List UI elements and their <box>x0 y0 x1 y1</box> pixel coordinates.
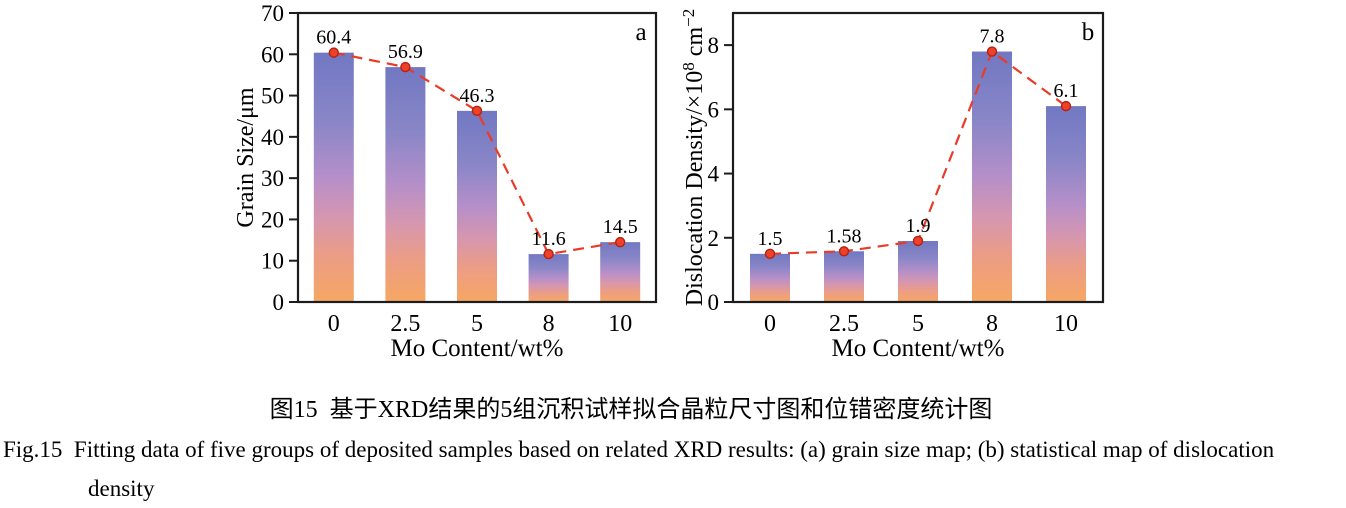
x-tick-label: 10 <box>1054 311 1078 337</box>
y-axis-title: Dislocation Density/×108 cm−2 <box>680 9 708 306</box>
bar-2.5 <box>385 67 426 302</box>
value-label: 1.58 <box>827 225 862 247</box>
x-tick-label: 2.5 <box>390 311 420 337</box>
value-label: 1.9 <box>906 215 931 237</box>
y-tick-label: 30 <box>261 166 284 191</box>
data-point-marker <box>1060 100 1072 112</box>
trend-markers <box>764 46 1072 260</box>
bar-2.5 <box>824 251 864 302</box>
dislocation-density-bar-chart: 0 2 4 6 8 0 2.5 5 8 10 Mo Content/wt% Dislocation D… <box>680 9 1105 362</box>
bar-8 <box>972 51 1012 303</box>
y-tick-label: 60 <box>261 42 284 67</box>
data-point-marker <box>400 61 411 73</box>
panel-letter: b <box>1082 19 1095 46</box>
data-point-marker <box>615 236 626 248</box>
x-tick-label: 8 <box>543 311 555 337</box>
value-label: 11.6 <box>531 228 565 250</box>
y-axis: 0 2 4 6 8 <box>708 33 733 315</box>
bar-5 <box>457 110 497 303</box>
trend-markers <box>328 47 626 260</box>
data-point-marker <box>838 246 850 257</box>
y-tick-label: 50 <box>261 84 284 109</box>
y-tick-label: 2 <box>708 226 720 251</box>
y-tick-label: 10 <box>261 249 284 274</box>
x-axis: 0 2.5 5 8 10 <box>328 311 632 337</box>
x-axis-title: Mo Content/wt% <box>391 335 564 362</box>
y-tick-label: 0 <box>273 290 285 315</box>
x-tick-label: 10 <box>608 311 632 337</box>
value-label: 7.8 <box>980 26 1005 48</box>
y-tick-label: 70 <box>261 1 284 26</box>
plot-frame <box>296 11 658 304</box>
x-tick-label: 5 <box>471 311 483 337</box>
data-point-marker <box>912 235 924 247</box>
data-point-marker <box>471 105 483 117</box>
panel-letter: a <box>635 19 646 46</box>
plot-frame <box>731 11 1105 304</box>
caption-english: Fig.15 Fitting data of five groups of de… <box>3 437 1275 462</box>
y-tick-label: 40 <box>261 125 284 150</box>
y-tick-label: 20 <box>261 207 284 232</box>
grain-size-bar-chart: 0 10 20 30 40 50 60 70 0 2.5 5 8 10 Mo Content/wt% Gra… <box>233 1 658 362</box>
x-tick-label: 5 <box>912 311 924 337</box>
data-point-marker <box>543 248 554 260</box>
data-point-marker <box>986 46 998 57</box>
y-axis-title: Grain Size/μm <box>233 87 259 228</box>
bar-0 <box>313 52 354 303</box>
x-axis-title: Mo Content/wt% <box>832 335 1005 362</box>
bar-10 <box>1046 106 1086 302</box>
value-labels: 1.5 1.58 1.9 7.8 6.1 <box>758 26 1079 250</box>
x-tick-label: 8 <box>986 311 998 337</box>
bar-8 <box>528 254 569 302</box>
data-point-marker <box>764 248 776 260</box>
x-tick-label: 0 <box>328 311 340 337</box>
bar-5 <box>898 240 938 302</box>
value-label: 1.5 <box>758 228 783 250</box>
value-label: 14.5 <box>603 216 638 238</box>
value-labels: 60.4 56.9 46.3 11.6 14.5 <box>316 27 637 250</box>
x-tick-label: 2.5 <box>829 311 859 337</box>
caption-chinese: 图15 基于XRD结果的5组沉积试样拟合晶粒尺寸图和位错密度统计图 <box>269 397 993 423</box>
y-tick-label: 4 <box>708 162 720 187</box>
y-tick-label: 0 <box>708 290 720 315</box>
x-tick-label: 0 <box>764 311 776 337</box>
x-axis: 0 2.5 5 8 10 <box>764 311 1078 337</box>
data-point-marker <box>328 47 340 58</box>
value-label: 46.3 <box>460 85 495 107</box>
value-label: 60.4 <box>316 27 351 49</box>
y-axis: 0 10 20 30 40 50 60 70 <box>261 1 298 315</box>
caption-english-continued: density <box>88 476 155 501</box>
bar-10 <box>600 242 641 302</box>
y-tick-label: 6 <box>708 97 720 122</box>
y-tick-label: 8 <box>708 33 720 58</box>
value-label: 56.9 <box>388 41 423 63</box>
value-label: 6.1 <box>1054 80 1079 102</box>
bars <box>313 52 641 303</box>
bar-0 <box>750 253 790 302</box>
bars <box>750 51 1086 303</box>
